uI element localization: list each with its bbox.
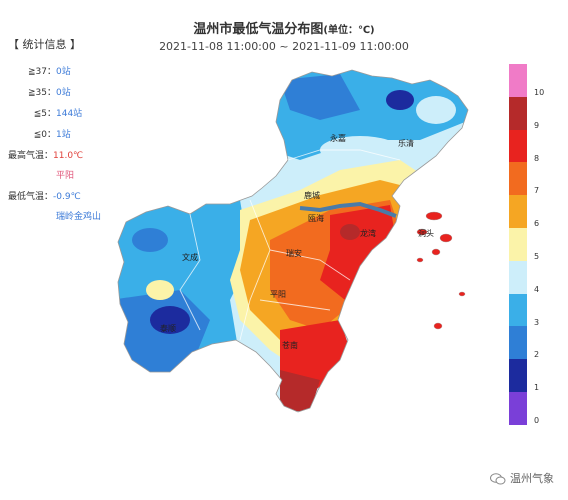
legend-label: 10 [534,88,545,97]
stat-value: 0站 [56,88,71,98]
footer-text: 温州气象 [510,472,554,485]
min-temp-place: 瑞岭金鸡山 [56,212,102,222]
stat-label: ≧35： [28,88,56,98]
place-label: 苍南 [282,340,298,350]
place-label: 洞头 [418,228,434,238]
stat-row: ≧37：0站 [8,62,128,83]
min-temp-value: -0.9℃ [53,192,81,202]
stat-value: 144站 [56,109,83,119]
legend-swatch [509,359,527,392]
max-temp-place: 平阳 [56,171,75,181]
stats-header: 【 统计信息 】 [8,38,81,51]
stat-label: ≧37： [28,67,56,77]
legend-label: 5 [534,252,540,261]
legend-label: 0 [534,416,540,425]
islands [416,211,466,330]
stat-label: ≦0： [33,130,56,140]
place-label: 龙湾 [360,228,376,238]
legend-label: 3 [534,317,540,327]
legend-swatch [509,195,527,228]
legend-swatch [509,227,527,261]
max-temp-row: 最高气温：11.0℃ [8,146,128,167]
time-range: 2021-11-08 11:00:00 ~ 2021-11-09 11:00:0… [159,40,409,53]
place-label: 鹿城 [304,190,320,200]
region-boundary [117,69,469,413]
legend-label: 7 [534,186,540,196]
title-unit: (单位：℃) [323,25,375,36]
stat-label: ≦5： [33,109,56,119]
map-title: 温州市最低气温分布图(单位：℃) [0,18,568,37]
wechat-icon [490,473,506,485]
legend-swatch [509,293,527,327]
stats-panel: 【 统计信息 】 ≧37：0站 ≧35：0站 ≦5：144站 ≦0：1站 最高气… [8,36,128,228]
stat-row: ≧35：0站 [8,83,128,104]
footer-watermark: 温州气象 [490,470,554,486]
legend-label: 8 [534,153,540,163]
place-label: 瑞安 [286,248,302,258]
river [299,201,397,218]
stat-value: 0站 [56,67,71,77]
legend-swatch [509,326,527,360]
stat-row: ≦5：144站 [8,104,128,125]
legend-swatch [509,64,527,97]
county-borders [179,149,401,341]
stat-row: ≦0：1站 [8,125,128,146]
place-label: 永嘉 [330,133,346,143]
stat-value: 1站 [56,130,71,140]
place-label: 泰顺 [160,323,176,333]
legend-label: 6 [534,219,540,229]
legend-swatch [509,391,527,425]
legend-swatch [509,129,527,163]
place-label: 瓯海 [308,213,324,223]
legend-label: 2 [534,350,540,360]
title-text: 温州市最低气温分布图 [193,22,324,37]
place-label: 乐清 [398,138,414,148]
legend-label: 4 [534,284,540,294]
legend-label: 1 [534,383,540,393]
min-temp-label: 最低气温： [8,192,54,202]
legend-swatch [509,260,527,294]
temperature-field [118,70,468,412]
legend-label: 9 [534,120,540,130]
legend-swatch [509,162,527,196]
place-label: 文成 [182,252,198,262]
legend-swatch [509,96,527,130]
place-label: 平阳 [270,290,286,299]
min-temp-row: 最低气温：-0.9℃ [8,187,128,208]
max-temp-label: 最高气温： [8,151,54,161]
max-temp-value: 11.0℃ [53,151,84,161]
color-legend [509,64,527,425]
